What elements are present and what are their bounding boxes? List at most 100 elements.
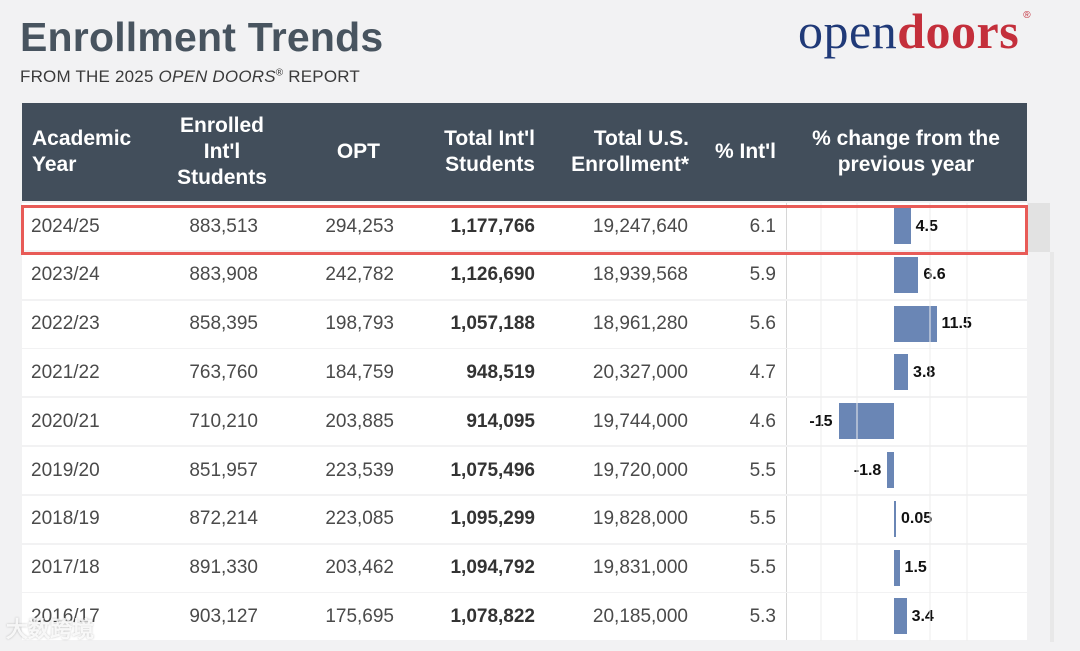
pct-change-bar [838,403,894,440]
cell-enrolled: 903,127 [189,605,258,627]
pct-change-cell: 4.5 [786,203,1028,250]
cell-enrolled: 883,513 [189,215,258,237]
pct-change-label: 6.6 [923,266,946,284]
subtitle-registered-mark: ® [275,67,284,79]
logo-registered-mark: ® [1023,10,1032,21]
opendoors-logo: opendoors ® [798,2,1031,60]
pct-change-bar [894,208,911,244]
cell-total-intl: 1,075,496 [450,459,535,481]
logo-open-text: open [798,3,898,59]
pct-change-cell: 0.05 [786,495,1028,543]
scrollbar-track[interactable] [1050,252,1054,642]
table-row: 2017/18 891,330 203,462 1,094,792 19,831,000… [22,544,1028,592]
cell-enrolled: 858,395 [189,313,258,335]
pct-change-bar [887,452,894,488]
cell-enrolled: 883,908 [189,264,258,286]
pct-change-bar [894,598,907,635]
cell-academic-year: 2022/23 [31,313,100,335]
page-subtitle: FROM THE 2025 OPEN DOORS® REPORT [20,67,360,87]
column-header-academic-year: Academic Year [32,127,132,176]
cell-enrolled: 851,957 [189,459,258,481]
pct-change-cell: 3.4 [786,593,1028,641]
watermark-text: 大数跨境 [6,617,95,642]
pct-change-cell: -15 [786,398,1028,446]
pct-change-bar [894,256,919,293]
cell-pct-intl: 4.7 [749,361,776,383]
cell-total-intl: 1,095,299 [450,508,535,530]
pct-change-label: 3.8 [913,363,936,381]
logo-doors-text: doors [897,3,1020,59]
cell-pct-intl: 5.6 [749,313,776,335]
cell-total-us: 18,939,568 [592,264,688,286]
cell-enrolled: 891,330 [189,557,258,579]
table-row: 2020/21 710,210 203,885 914,095 19,744,000 4.… [22,398,1028,446]
cell-total-us: 19,720,000 [592,459,688,481]
table-row: 2023/24 883,908 242,782 1,126,690 18,939,568… [22,251,1028,299]
cell-academic-year: 2024/25 [31,215,100,237]
enrollment-table: Academic Year Enrolled Int'l Students OP… [22,103,1027,641]
column-header-total-intl: Total Int'l Students [444,127,535,176]
pct-change-label: 11.5 [941,315,972,333]
table-row: 2016/17 903,127 175,695 1,078,822 20,185,000… [22,593,1028,641]
cell-pct-intl: 5.5 [749,508,776,530]
cell-academic-year: 2023/24 [31,264,100,286]
subtitle-prefix: FROM THE 2025 [20,67,159,86]
cell-total-intl: 1,126,690 [450,264,535,286]
table-row: 2022/23 858,395 198,793 1,057,188 18,961,280… [22,300,1028,348]
cell-academic-year: 2020/21 [31,410,100,432]
cell-pct-intl: 5.5 [749,459,776,481]
pct-change-cell: 11.5 [786,300,1028,348]
pct-change-label: 0.05 [901,510,933,528]
table-row: 2024/25 883,513 294,253 1,177,766 19,247,640… [22,203,1027,250]
page-title: Enrollment Trends [20,14,384,60]
cell-opt: 223,085 [325,508,394,530]
cell-total-us: 19,744,000 [592,410,688,432]
subtitle-report-name: OPEN DOORS [158,67,276,86]
pct-change-cell: 6.6 [786,251,1028,299]
cell-total-intl: 1,094,792 [450,557,535,579]
pct-change-cell: 1.5 [786,544,1028,592]
cell-total-intl: 1,177,766 [450,215,535,237]
cell-academic-year: 2018/19 [31,508,100,530]
cell-enrolled: 763,760 [189,361,258,383]
cell-opt: 198,793 [325,313,394,335]
column-header-pct-change: % change from the previous year [812,127,1000,176]
cell-total-us: 19,831,000 [592,557,688,579]
cell-total-us: 20,185,000 [592,605,688,627]
pct-change-label: 4.5 [915,217,938,235]
pct-change-bar [894,549,900,586]
column-header-total-us: Total U.S. Enrollment* [571,127,689,176]
table-row: 2019/20 851,957 223,539 1,075,496 19,720,000… [22,447,1027,494]
cell-opt: 203,462 [325,557,394,579]
cell-pct-intl: 5.5 [749,557,776,579]
cell-opt: 242,782 [325,264,394,286]
pct-change-label: -15 [809,412,833,430]
cell-pct-intl: 5.9 [749,264,776,286]
pct-change-bar [894,305,937,342]
cell-pct-intl: 4.6 [749,410,776,432]
column-header-enrolled: Enrolled Int'l Students [177,114,267,189]
cell-total-us: 20,327,000 [592,361,688,383]
cell-opt: 294,253 [325,215,394,237]
subtitle-suffix: REPORT [283,67,361,86]
pct-change-cell: 3.8 [786,349,1028,397]
cell-academic-year: 2016/17 [31,605,100,627]
cell-opt: 175,695 [325,605,394,627]
table-row: 2021/22 763,760 184,759 948,519 20,327,000 4.… [22,349,1028,397]
cell-total-intl: 1,057,188 [450,313,535,335]
cell-total-intl: 914,095 [466,410,535,432]
cell-total-intl: 948,519 [466,361,535,383]
cell-opt: 184,759 [325,361,394,383]
cell-total-us: 19,828,000 [592,508,688,530]
table-row: 2018/19 872,214 223,085 1,095,299 19,828,000… [22,495,1028,543]
cell-enrolled: 872,214 [189,508,258,530]
column-header-opt: OPT [336,140,380,163]
cell-enrolled: 710,210 [189,410,258,432]
cell-pct-intl: 5.3 [749,605,776,627]
table-header: Academic Year Enrolled Int'l Students OP… [22,103,1027,201]
cell-academic-year: 2017/18 [31,557,100,579]
cell-total-us: 19,247,640 [592,215,688,237]
pct-change-label: 3.4 [911,607,934,625]
cell-academic-year: 2019/20 [31,459,100,481]
cell-academic-year: 2021/22 [31,361,100,383]
